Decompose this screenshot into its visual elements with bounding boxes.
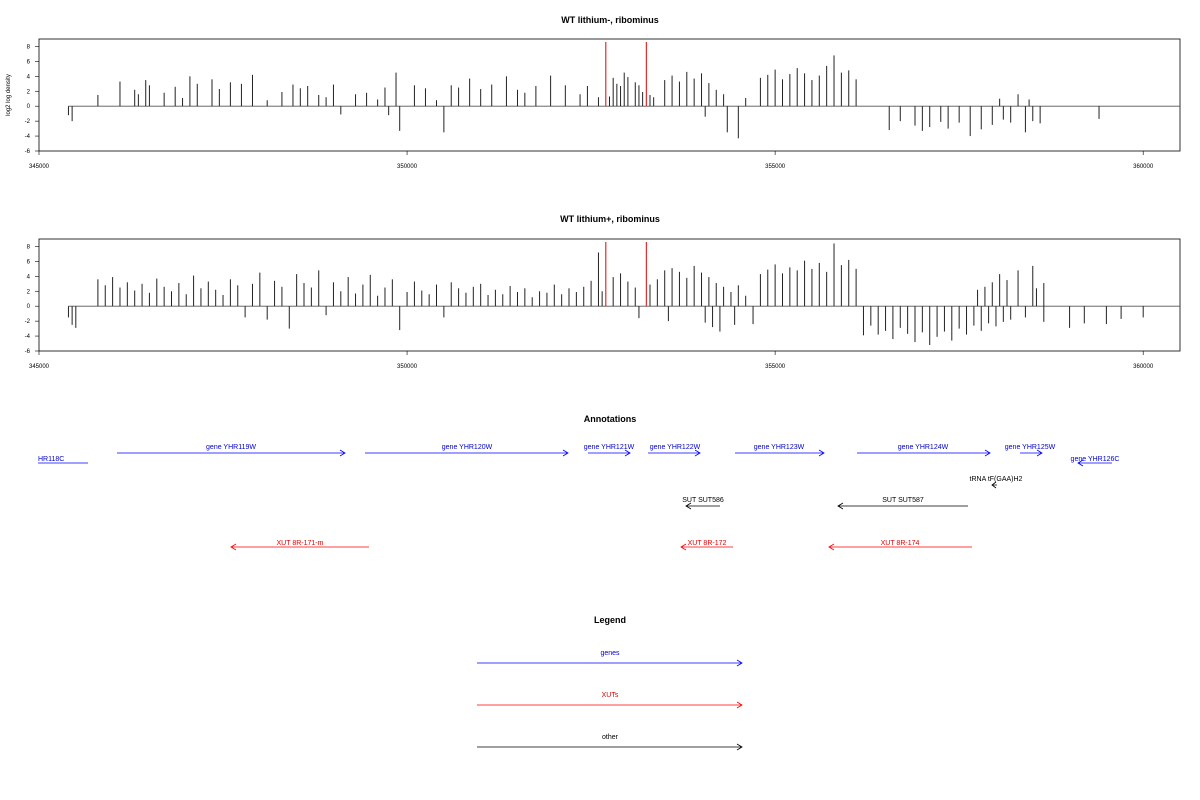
panel-1-ylabel: log2 log density <box>6 74 12 116</box>
other-arrow <box>685 502 720 510</box>
panel-1-plot-area <box>35 42 1180 155</box>
panel-2-ytick: 8 <box>27 244 31 250</box>
panel-2-xtick: 360000 <box>1133 364 1154 370</box>
xut-arrow <box>680 543 733 551</box>
xut-label: XUT 8R-172 <box>688 540 727 547</box>
panel-2-ytick: 4 <box>27 274 31 280</box>
panel-2-ytick: 2 <box>27 289 31 295</box>
other-label: tRNA tF(GAA)H2 <box>970 476 1023 483</box>
panel-lithium-minus: WT lithium-, ribominus log2 log density … <box>6 15 1181 170</box>
panel-2-xtick: 350000 <box>397 364 418 370</box>
other-arrow <box>991 481 997 489</box>
annotations-title: Annotations <box>584 414 637 424</box>
panel-2-x-axis: 345000 350000 355000 360000 <box>29 364 1154 370</box>
gene-label: gene YHR125W <box>1005 444 1056 451</box>
panel-1-ytick: 2 <box>27 89 31 95</box>
gene-label: gene YHR126C <box>1071 456 1120 463</box>
panel-1-y-axis: -6 -4 -2 0 2 4 6 8 <box>25 44 31 155</box>
legend-genes-label: genes <box>600 650 620 657</box>
xut-arrow <box>230 543 369 551</box>
panel-1-xtick: 360000 <box>1133 164 1154 170</box>
panel-1-title: WT lithium-, ribominus <box>561 15 659 25</box>
panel-1-ytick: -2 <box>25 119 31 125</box>
panel-2-ytick: -4 <box>25 334 31 340</box>
xut-label: XUT 8R-174 <box>881 540 920 547</box>
gene-label: gene YHR124W <box>898 444 949 451</box>
panel-1-xtick: 345000 <box>29 164 50 170</box>
panel-2-title: WT lithium+, ribominus <box>560 214 660 224</box>
panel-2-xtick: 355000 <box>765 364 786 370</box>
gene-arrow <box>588 449 631 457</box>
other-label: SUT SUT586 <box>682 497 724 504</box>
gene-label: HR118C <box>38 456 64 463</box>
panel-1-ytick: 8 <box>27 44 31 50</box>
legend-xuts-label: XUTs <box>602 692 619 699</box>
panel-1-ytick: 6 <box>27 59 31 65</box>
legend-other-label: other <box>602 734 619 741</box>
other-arrow <box>837 502 968 510</box>
gene-arrow <box>857 449 991 457</box>
gene-arrow <box>117 449 346 457</box>
panel-2-ytick: -2 <box>25 319 31 325</box>
gene-arrow <box>648 449 701 457</box>
panel-2-y-axis: -6 -4 -2 0 2 4 6 8 <box>25 244 31 355</box>
panel-2-xtick: 345000 <box>29 364 50 370</box>
legend-genes-arrow <box>477 659 743 667</box>
gene-label: gene YHR120W <box>442 444 493 451</box>
xut-arrow <box>828 543 972 551</box>
other-label: SUT SUT587 <box>882 497 924 504</box>
gene-label: gene YHR122W <box>650 444 701 451</box>
panel-1-ytick: 0 <box>27 104 31 110</box>
gene-arrow <box>735 449 825 457</box>
gene-label: gene YHR123W <box>754 444 805 451</box>
legend-title: Legend <box>594 615 626 625</box>
panel-2-ytick: 0 <box>27 304 31 310</box>
panel-1-frame <box>38 38 1181 152</box>
panel-1-xtick: 355000 <box>765 164 786 170</box>
panel-2-ytick: 6 <box>27 259 31 265</box>
panel-2-plot-area <box>35 242 1180 355</box>
legend-xuts-arrow <box>477 701 743 709</box>
gene-label: gene YHR121W <box>584 444 635 451</box>
gene-label: gene YHR119W <box>206 444 256 451</box>
legend-other-arrow <box>477 743 743 751</box>
panel-1-x-axis: 345000 350000 355000 360000 <box>29 164 1154 170</box>
panel-1-ytick: -6 <box>25 149 31 155</box>
panel-2-ytick: -6 <box>25 349 31 355</box>
panel-1-ytick: -4 <box>25 134 31 140</box>
panel-1-ytick: 4 <box>27 74 31 80</box>
xut-label: XUT 8R-171-m <box>277 540 324 547</box>
gene-arrow <box>1077 459 1112 467</box>
panel-2-frame <box>38 238 1181 352</box>
legend: Legend genes XUTs other <box>477 615 743 751</box>
panel-lithium-plus: WT lithium+, ribominus -6 -4 -2 0 2 4 6 … <box>25 214 1181 370</box>
panel-1-xtick: 350000 <box>397 164 418 170</box>
annotations-panel: Annotations HR118C gene YHR119W gene YHR… <box>38 414 1120 551</box>
gene-arrow <box>365 449 569 457</box>
gene-arrow <box>1020 449 1043 457</box>
